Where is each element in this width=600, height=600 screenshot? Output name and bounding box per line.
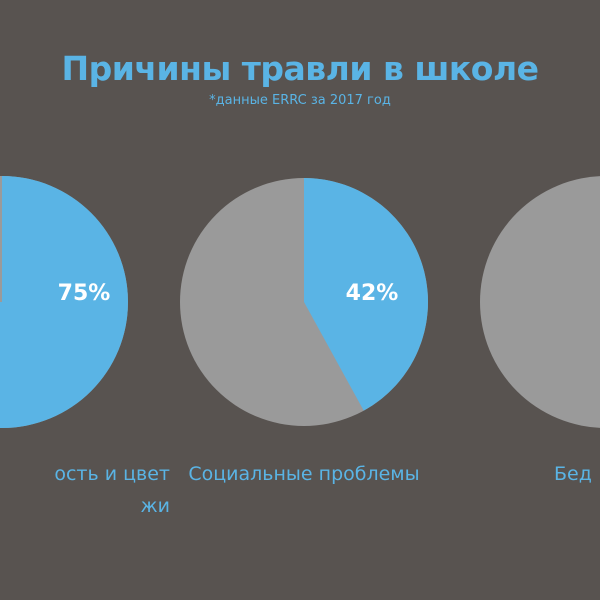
chart-title: Причины травли в школе (61, 49, 540, 88)
pie-2-label-line-1: Социальные проблемы (188, 463, 420, 485)
pie-2-value-slice (304, 178, 428, 411)
pie-2-label: Социальные проблемы (104, 458, 504, 490)
pie-1-value-slice (0, 176, 128, 428)
pie-3-label-line-1: Бед (554, 463, 592, 485)
pie-1-value-label: 75% (58, 281, 111, 306)
chart-subtitle: *данные ERRC за 2017 год (209, 93, 391, 108)
pie-1-label-line-2: жи (140, 495, 170, 517)
pie-1-label-line-1: ость и цвет (54, 463, 170, 485)
pie-1-label: ость и цвет жи (0, 458, 170, 522)
pie-3-remainder-slice (480, 176, 600, 428)
pie-chart-2: 42% (180, 178, 428, 426)
pie-chart-1: 75% (0, 176, 128, 428)
pie-3-label: Бед (554, 458, 600, 490)
pie-chart-3 (480, 176, 600, 428)
pie-2-value-label: 42% (346, 281, 399, 306)
